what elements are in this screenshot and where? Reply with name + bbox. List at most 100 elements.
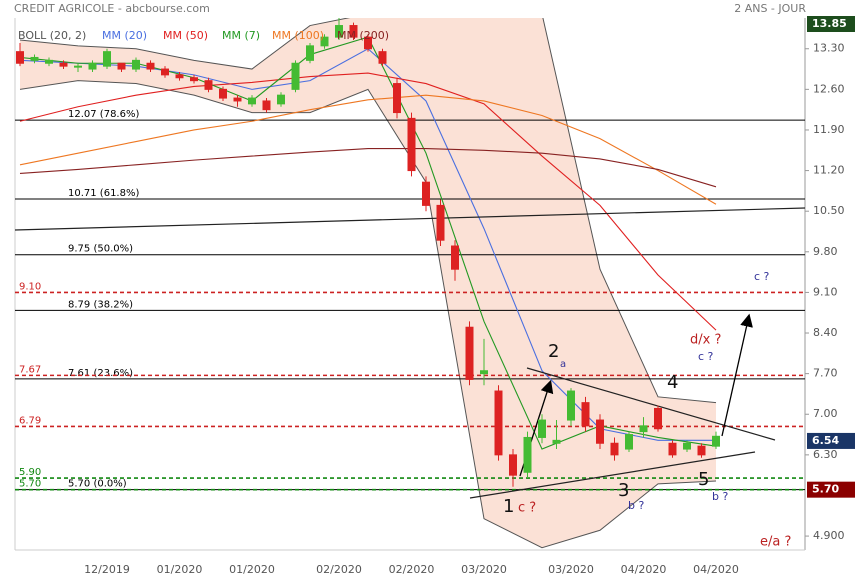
candle-body [668, 442, 677, 456]
level-label: 12.07 (78.6%) [68, 109, 139, 120]
candle-body [480, 370, 488, 375]
x-tick-label: 03/2020 [461, 563, 507, 576]
candle-body [523, 436, 532, 473]
candle-body [639, 425, 648, 433]
bollinger-upper [19, 18, 717, 404]
level-label: 5.70 (0.0%) [68, 479, 127, 490]
trendline [469, 451, 756, 499]
arrow [721, 313, 753, 437]
x-tick-label: 02/2020 [389, 563, 435, 576]
wave-label: e/a ? [760, 535, 791, 550]
level-label: 5.90 [19, 467, 41, 478]
candle-body [422, 181, 430, 206]
wave-label: b ? [628, 499, 644, 512]
price-tag-label: 5.70 [812, 483, 839, 496]
candle-body [291, 62, 300, 90]
y-tick-label: 6.30 [813, 448, 838, 461]
candle-body [436, 204, 445, 241]
legend-entry: MM (20) [102, 29, 147, 42]
bollinger-lower [19, 80, 717, 549]
candle-body [45, 59, 53, 64]
wave-label: 3 [618, 480, 629, 501]
candle-body [378, 51, 387, 64]
candle-body [117, 62, 126, 70]
x-tick-label: 02/2020 [316, 563, 362, 576]
candle-body [262, 100, 271, 111]
candle-body [610, 442, 619, 456]
candle-body [625, 434, 633, 450]
candle-body [219, 88, 227, 99]
y-tick-label: 12.60 [813, 82, 845, 95]
price-tag-label: 6.54 [812, 434, 839, 447]
wave-label: c ? [754, 270, 770, 283]
candle-body [204, 80, 213, 90]
y-tick-label: 7.70 [813, 367, 838, 380]
moving-average [19, 94, 717, 205]
candle-body [16, 51, 24, 64]
candle-body [494, 390, 503, 456]
candle-body [567, 390, 575, 421]
candle-body [465, 326, 474, 380]
y-tick-label: 11.20 [813, 164, 845, 177]
candle-body [335, 25, 343, 38]
candle-body [277, 94, 285, 105]
candle-body [654, 407, 662, 430]
x-tick-label: 04/2020 [693, 563, 739, 576]
candle-body [451, 245, 459, 270]
price-tag-label: 13.85 [812, 17, 847, 30]
candle-body [248, 97, 256, 105]
candle-body [364, 36, 372, 50]
y-tick-label: 10.50 [813, 204, 845, 217]
level-label: 8.79 (38.2%) [68, 299, 133, 310]
wave-label: 4 [667, 372, 678, 393]
candle-body [30, 56, 39, 61]
candle-body [190, 77, 198, 82]
legend-entry: MM (100) [272, 29, 324, 42]
wave-label: b ? [712, 490, 728, 503]
wave-label: 1 [503, 496, 514, 517]
legend-entry: MM (200) [337, 29, 389, 42]
candle-body [320, 36, 329, 47]
wave-label: a [560, 359, 566, 370]
candle-body [233, 97, 242, 102]
candle-body [581, 402, 590, 427]
x-tick-label: 01/2020 [229, 563, 275, 576]
level-label: 5.70 [19, 479, 41, 490]
y-tick-label: 9.10 [813, 285, 838, 298]
candle-body [103, 51, 111, 67]
candle-body [552, 439, 561, 444]
y-tick-label: 11.90 [813, 123, 845, 136]
chart-subtitle: 2 ANS - JOUR [734, 2, 806, 15]
candle-body [393, 83, 401, 114]
trendline [15, 207, 805, 231]
level-label: 9.75 (50.0%) [68, 244, 133, 255]
level-label: 7.67 [19, 364, 41, 375]
candle-body [538, 419, 546, 438]
candle-body [146, 62, 155, 70]
wave-label: c ? [698, 350, 714, 363]
y-tick-label: 4.900 [813, 529, 845, 542]
y-tick-label: 7.00 [813, 407, 838, 420]
price-tag [807, 16, 855, 32]
candle-body [407, 117, 416, 172]
level-label: 9.10 [19, 281, 41, 292]
wave-label: 2 [548, 341, 559, 362]
y-tick-label: 8.40 [813, 326, 838, 339]
candle-body [509, 454, 517, 476]
candle-body [74, 65, 82, 68]
legend-entry: MM (50) [163, 29, 208, 42]
trendline [526, 367, 776, 441]
candle-body [132, 59, 140, 70]
chart-title: CREDIT AGRICOLE - abcbourse.com [14, 2, 210, 15]
level-label: 6.79 [19, 415, 41, 426]
level-label: 10.71 (61.8%) [68, 188, 139, 199]
x-tick-label: 01/2020 [157, 563, 203, 576]
y-tick-label: 13.30 [813, 42, 845, 55]
legend-entry: BOLL (20, 2) [18, 29, 86, 42]
candle-body [59, 62, 68, 67]
candle-body [88, 62, 97, 70]
candle-body [175, 74, 184, 79]
x-tick-label: 12/2019 [84, 563, 130, 576]
candle-body [306, 45, 314, 61]
